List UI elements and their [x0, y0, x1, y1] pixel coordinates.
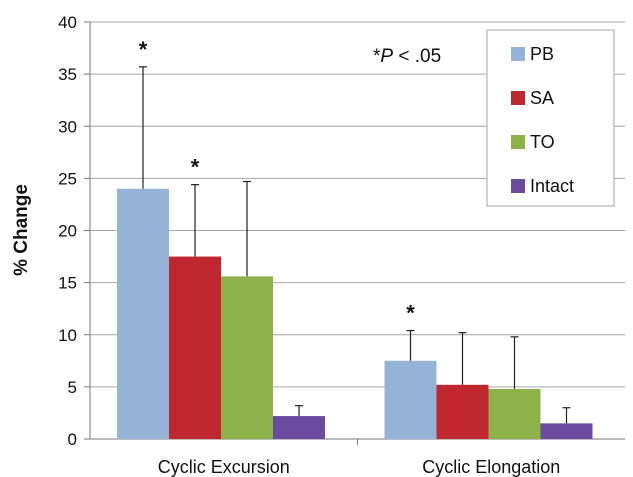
bar [117, 188, 169, 439]
legend-swatch [511, 47, 525, 61]
bar [221, 276, 273, 439]
y-tick-label: 25 [58, 169, 77, 188]
annotation-stat: P [380, 46, 393, 67]
y-tick-labels: 0 5 10 15 20 25 30 35 40 [58, 13, 77, 449]
legend-box [486, 29, 615, 207]
error-bars [139, 66, 571, 424]
y-tick-label: 30 [58, 117, 77, 136]
y-axis-label: % Change [11, 184, 32, 276]
y-tick-label: 0 [68, 430, 77, 449]
x-category-labels: Cyclic Excursion Cyclic Elongation [158, 457, 561, 477]
legend-label: TO [530, 132, 555, 152]
legend-swatch [511, 135, 525, 149]
legend: PB SA TO Intact [486, 29, 615, 207]
bars [117, 188, 593, 439]
legend-label: Intact [530, 176, 574, 196]
bar [436, 384, 489, 439]
annotation-prefix: * [373, 46, 381, 67]
legend-swatch [511, 179, 525, 193]
legend-label: PB [530, 44, 554, 64]
x-category-label: Cyclic Elongation [422, 457, 560, 477]
annotation-rest: < .05 [393, 46, 441, 67]
bar [488, 388, 541, 439]
significance-markers: * * * [139, 37, 416, 326]
bar [273, 416, 325, 439]
bar [169, 256, 221, 439]
significance-annotation: *P < .05 [373, 46, 441, 67]
y-tick-label: 15 [58, 274, 77, 293]
x-category-label: Cyclic Excursion [158, 457, 290, 477]
y-tick-label: 5 [68, 378, 77, 397]
bar [384, 360, 437, 439]
legend-label: SA [530, 88, 554, 108]
bar [540, 423, 593, 439]
y-tick-label: 10 [58, 326, 77, 345]
y-tick-label: 20 [58, 222, 77, 241]
legend-swatch [511, 91, 525, 105]
significance-star: * [139, 37, 148, 62]
significance-star: * [191, 155, 200, 180]
y-tick-label: 35 [58, 65, 77, 84]
y-tick-label: 40 [58, 13, 77, 32]
significance-star: * [406, 301, 415, 326]
